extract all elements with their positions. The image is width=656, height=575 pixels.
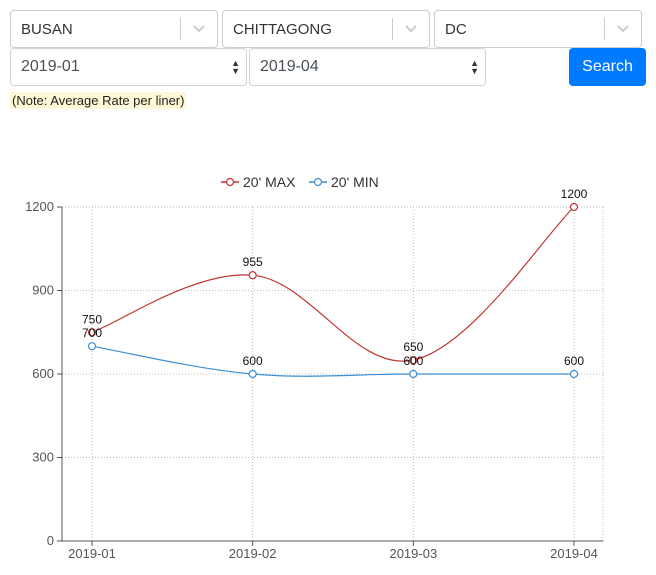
data-label: 600 xyxy=(243,354,263,368)
chevron-down-icon[interactable] xyxy=(181,24,217,34)
data-point xyxy=(87,328,97,337)
select-updown-arrows-icon: ▲ ▼ xyxy=(470,58,479,76)
average-rate-note: (Note: Average Rate per liner) xyxy=(10,92,187,109)
data-point xyxy=(248,369,257,379)
chevron-down-icon[interactable] xyxy=(605,24,641,34)
x-tick-label: 2019-01 xyxy=(68,546,116,561)
data-label: 600 xyxy=(403,354,423,368)
data-point xyxy=(569,369,579,379)
container-type-value: DC xyxy=(445,20,467,38)
data-point xyxy=(248,271,257,280)
y-tick-label: 600 xyxy=(32,366,54,381)
container-type-select[interactable]: DC xyxy=(434,10,642,48)
destination-port-select[interactable]: CHITTAGONG xyxy=(222,10,430,48)
data-label: 1200 xyxy=(561,187,588,201)
destination-port-value: CHITTAGONG xyxy=(233,20,332,38)
data-label: 700 xyxy=(82,326,102,340)
data-point xyxy=(409,355,418,365)
legend-label: 20' MIN xyxy=(331,174,379,190)
from-month-select[interactable]: 2019-01 ▲ ▼ xyxy=(10,48,247,86)
y-tick-label: 1200 xyxy=(25,199,54,214)
series-line xyxy=(91,206,575,362)
month-row: 2019-01 ▲ ▼ 2019-04 ▲ ▼ xyxy=(10,48,486,86)
to-month-value: 2019-04 xyxy=(260,58,319,75)
select-updown-arrows-icon: ▲ ▼ xyxy=(231,58,240,76)
x-tick-label: 2019-02 xyxy=(229,546,277,561)
y-tick-label: 300 xyxy=(32,450,54,465)
to-month-select[interactable]: 2019-04 ▲ ▼ xyxy=(249,48,486,86)
data-label: 750 xyxy=(82,312,102,326)
legend-label: 20' MAX xyxy=(243,174,296,190)
filter-row: BUSAN CHITTAGONG DC xyxy=(10,10,642,48)
data-point xyxy=(409,369,418,379)
legend-marker xyxy=(225,177,235,187)
x-tick-label: 2019-03 xyxy=(389,546,437,561)
data-label: 650 xyxy=(403,340,423,354)
from-month-value: 2019-01 xyxy=(21,58,80,75)
divider xyxy=(180,18,181,40)
legend-marker xyxy=(313,177,323,187)
data-point xyxy=(87,342,97,351)
divider xyxy=(392,18,393,40)
data-label: 955 xyxy=(243,255,263,269)
search-button[interactable]: Search xyxy=(569,48,646,86)
chevron-down-icon[interactable] xyxy=(393,24,429,34)
origin-port-value: BUSAN xyxy=(21,20,73,38)
x-tick-label: 2019-04 xyxy=(550,546,598,561)
origin-port-select[interactable]: BUSAN xyxy=(10,10,218,48)
divider xyxy=(604,18,605,40)
y-tick-label: 900 xyxy=(32,283,54,298)
y-tick-label: 0 xyxy=(47,533,54,548)
data-label: 600 xyxy=(564,354,584,368)
series-line xyxy=(91,345,575,377)
data-point xyxy=(569,202,579,212)
